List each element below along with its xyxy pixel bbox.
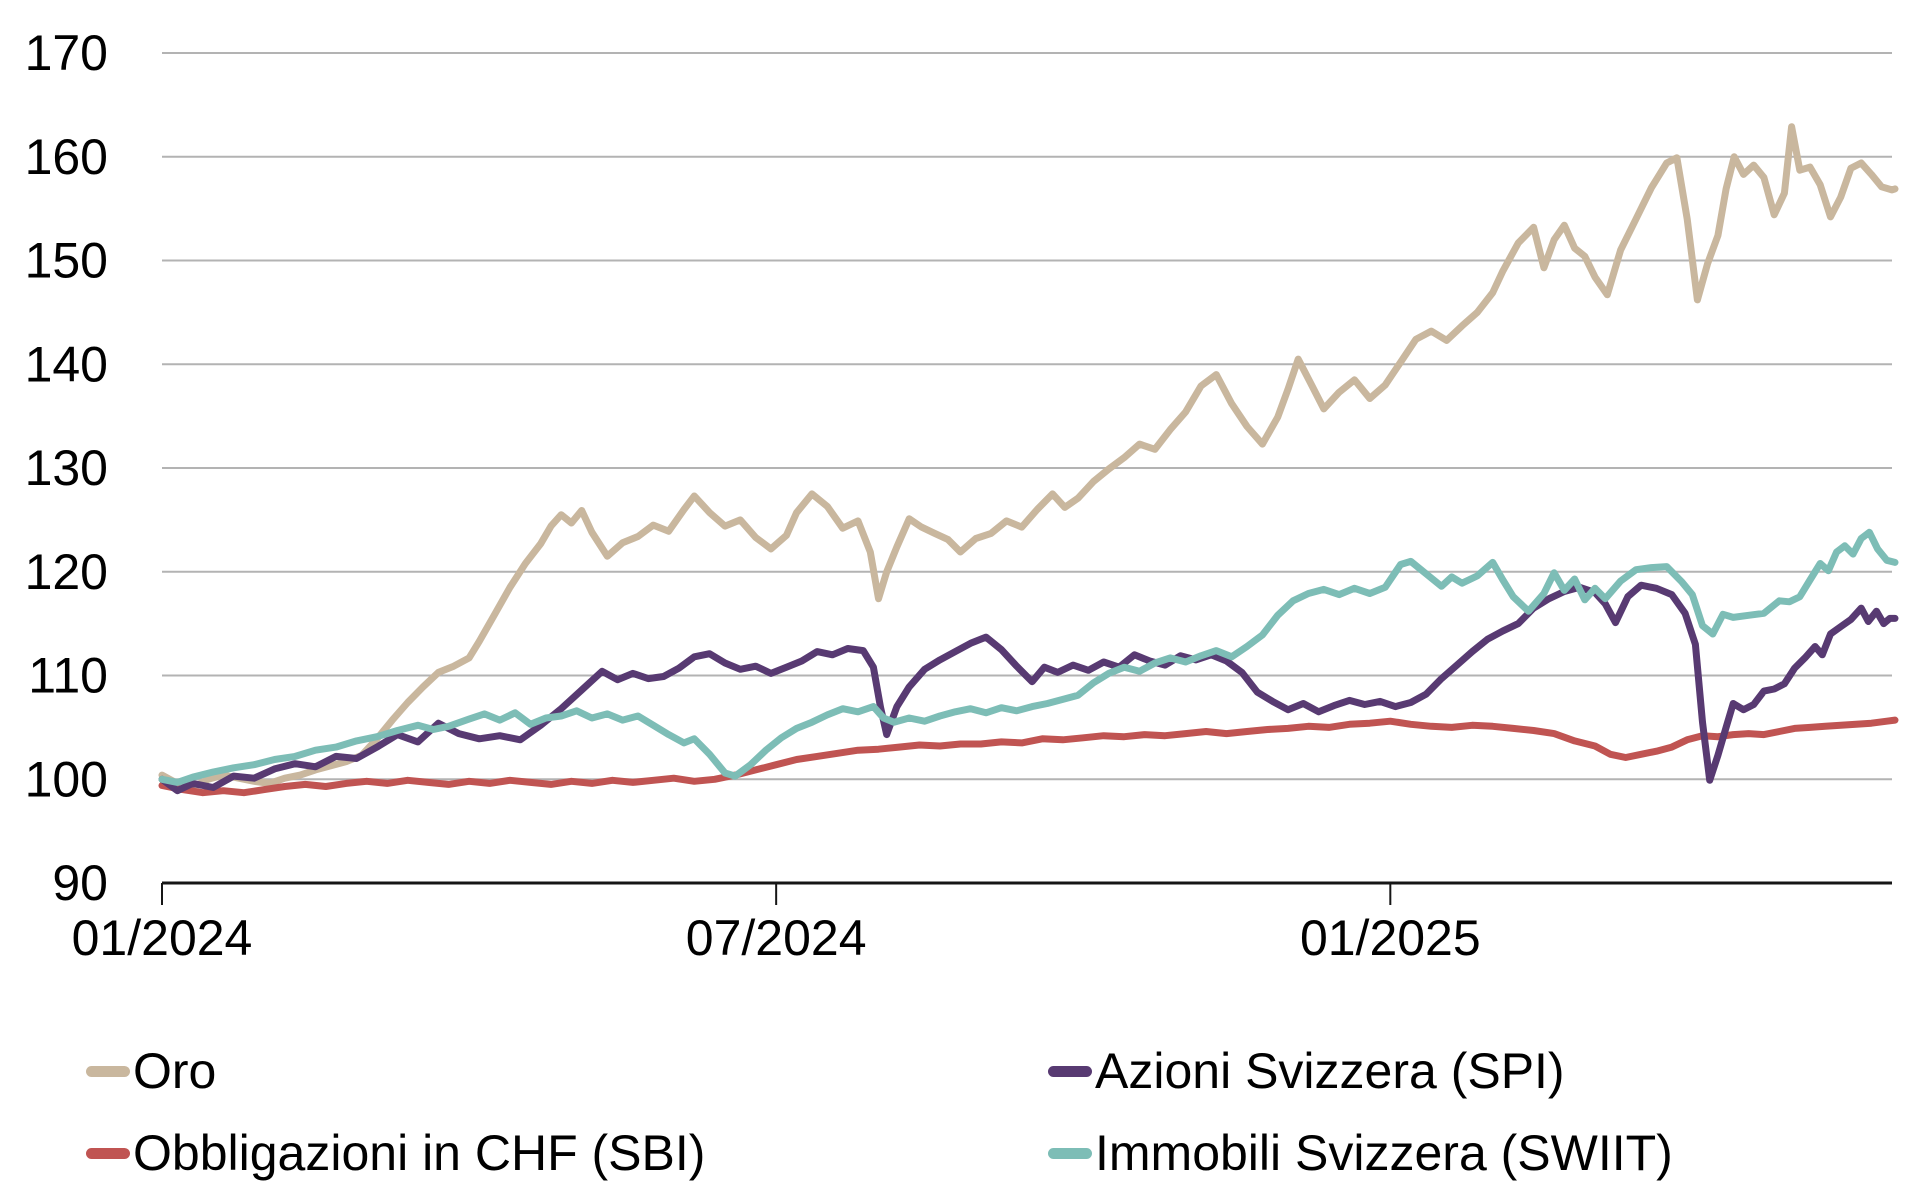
legend-item-oro: Oro [86, 1044, 216, 1099]
legend-label-oro: Oro [133, 1043, 217, 1099]
oro-line-swatch-icon [86, 1066, 130, 1077]
legend-item-immobili-svizzera: Immobili Svizzera (SWIIT) [1048, 1126, 1673, 1181]
legend-label-immobili-svizzera: Immobili Svizzera (SWIIT) [1095, 1125, 1673, 1181]
y-axis-tick-label-90: 90 [52, 855, 108, 911]
series-line-obbligazioni-in-chf-sbi [158, 716, 1899, 797]
legend-label-obbligazioni-chf: Obbligazioni in CHF (SBI) [133, 1125, 706, 1181]
series-line-azioni-svizzera-spi [158, 581, 1899, 795]
x-axis-tick-label-01/2025: 01/2025 [1300, 910, 1481, 966]
immobili-line-swatch-icon [1048, 1148, 1092, 1159]
series-line-oro [158, 123, 1899, 791]
y-axis-tick-label-110: 110 [28, 648, 108, 704]
legend-item-obbligazioni-chf: Obbligazioni in CHF (SBI) [86, 1126, 705, 1181]
y-axis-tick-label-130: 130 [25, 440, 108, 496]
y-axis-tick-label-160: 160 [25, 129, 108, 185]
x-axis-tick-label-07/2024: 07/2024 [686, 910, 867, 966]
obbligazioni-line-swatch-icon [86, 1148, 130, 1159]
legend-item-azioni-svizzera: Azioni Svizzera (SPI) [1048, 1044, 1565, 1099]
y-axis-tick-label-150: 150 [25, 233, 108, 289]
y-axis-tick-label-120: 120 [25, 544, 108, 600]
azioni-line-swatch-icon [1048, 1066, 1092, 1077]
y-axis-tick-label-100: 100 [25, 751, 108, 807]
x-axis-tick-label-01/2024: 01/2024 [72, 910, 253, 966]
legend-label-azioni-svizzera: Azioni Svizzera (SPI) [1095, 1043, 1565, 1099]
y-axis-tick-label-140: 140 [25, 336, 108, 392]
y-axis-tick-label-170: 170 [25, 25, 108, 81]
series-line-immobili-svizzera-swiit [158, 528, 1899, 786]
